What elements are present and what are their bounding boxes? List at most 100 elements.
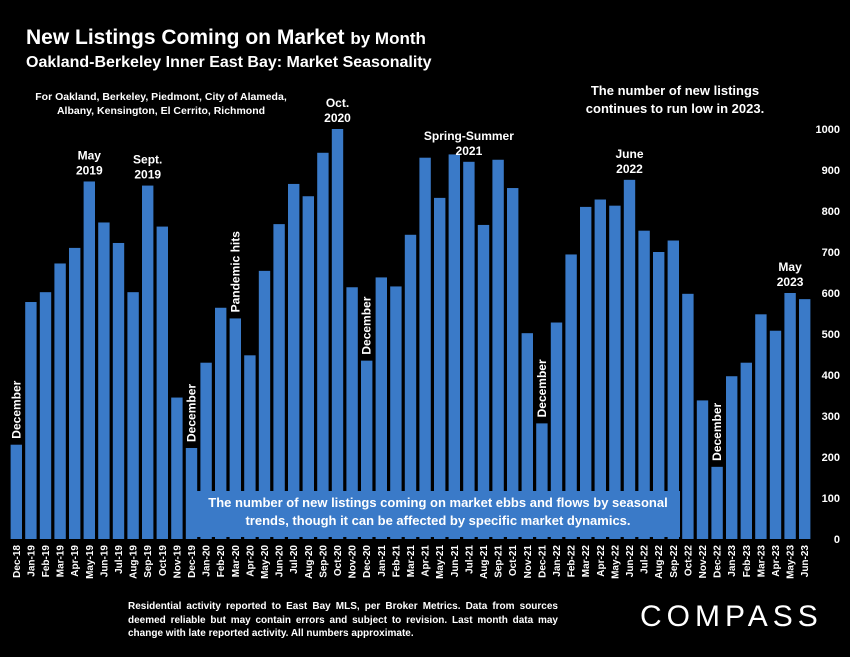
areas-note: For Oakland, Berkeley, Piedmont, City of… xyxy=(35,91,287,118)
x-tick-label: Jan-19 xyxy=(26,545,37,577)
x-tick-label: Apr-19 xyxy=(70,545,81,577)
bar xyxy=(726,376,738,539)
x-tick-label: Jun-22 xyxy=(625,545,636,578)
compass-logo: COMPASS xyxy=(640,600,823,633)
bar xyxy=(215,307,227,539)
x-tick-label: Apr-22 xyxy=(596,545,607,577)
bar-annotation: May 2023 xyxy=(777,260,804,289)
x-tick-label: Dec-21 xyxy=(537,545,548,578)
bar xyxy=(10,444,22,539)
bar xyxy=(755,314,767,539)
bar xyxy=(127,292,139,539)
bar xyxy=(434,197,446,539)
x-tick-label: Nov-20 xyxy=(348,545,359,579)
bar xyxy=(667,240,679,539)
x-tick-label: Nov-21 xyxy=(523,545,534,579)
bar xyxy=(288,183,300,539)
x-tick-label: Jan-23 xyxy=(727,545,738,577)
x-tick-label: Jul-22 xyxy=(640,545,651,574)
bar xyxy=(477,224,490,539)
bar xyxy=(580,206,592,539)
bar xyxy=(229,318,241,539)
y-tick-label: 200 xyxy=(822,452,840,464)
x-tick-label: Jul-20 xyxy=(289,545,300,574)
bar-annotation: December xyxy=(185,384,199,442)
bar xyxy=(740,362,752,539)
bar-annotation: June 2022 xyxy=(615,147,643,176)
x-tick-label: Jul-19 xyxy=(114,545,125,574)
x-tick-label: Mar-23 xyxy=(756,545,767,578)
bar xyxy=(69,247,81,539)
y-tick-label: 900 xyxy=(822,165,840,177)
x-tick-label: Feb-21 xyxy=(391,545,402,578)
bar xyxy=(711,466,723,539)
x-tick-label: Jul-21 xyxy=(464,545,475,574)
bar xyxy=(331,129,344,539)
x-tick-label: Jun-19 xyxy=(99,545,110,578)
x-tick-label: Feb-23 xyxy=(742,545,753,578)
bar xyxy=(171,397,183,539)
bar xyxy=(448,154,460,540)
x-tick-label: Jan-22 xyxy=(552,545,563,577)
x-tick-label: Sep-21 xyxy=(494,545,505,578)
y-tick-label: 300 xyxy=(822,411,840,423)
chart-title: New Listings Coming on Market by Month xyxy=(26,26,426,50)
bar xyxy=(696,400,709,539)
bar xyxy=(550,322,563,539)
bar-annotation: December xyxy=(9,380,23,438)
bar xyxy=(609,205,621,540)
chart-title-suffix: by Month xyxy=(350,29,426,48)
bar xyxy=(682,293,694,539)
bar xyxy=(390,286,402,539)
bar xyxy=(536,423,548,539)
x-tick-label: Apr-21 xyxy=(421,545,432,577)
bar xyxy=(244,355,256,539)
x-tick-label: Aug-22 xyxy=(654,545,665,579)
bar xyxy=(419,157,431,539)
y-tick-label: 400 xyxy=(822,370,840,382)
x-tick-label: Feb-22 xyxy=(567,545,578,578)
x-tick-label: Sep-20 xyxy=(318,545,329,578)
x-tick-label: May-19 xyxy=(85,545,96,579)
bar xyxy=(200,362,212,539)
bar xyxy=(185,447,198,539)
bar xyxy=(769,330,782,539)
bar-annotation: Oct. 2020 xyxy=(324,96,351,125)
callout-box: The number of new listings coming on mar… xyxy=(196,491,680,537)
bar xyxy=(361,360,373,539)
bar xyxy=(521,333,533,539)
y-tick-label: 700 xyxy=(822,247,840,259)
x-tick-label: Feb-19 xyxy=(41,545,52,578)
x-tick-label: Nov-22 xyxy=(698,545,709,579)
y-tick-label: 800 xyxy=(822,206,840,218)
bar xyxy=(653,252,665,539)
x-tick-label: Jun-20 xyxy=(275,545,286,578)
y-tick-label: 500 xyxy=(822,329,840,341)
x-tick-label: Feb-20 xyxy=(216,545,227,578)
x-tick-label: Apr-20 xyxy=(245,545,256,577)
x-tick-label: Aug-21 xyxy=(479,545,490,579)
x-tick-label: Aug-20 xyxy=(304,545,315,579)
x-tick-label: Mar-20 xyxy=(231,545,242,578)
x-tick-label: Mar-22 xyxy=(581,545,592,578)
bar-annotation: May 2019 xyxy=(76,148,103,177)
bar-annotation: December xyxy=(710,402,724,460)
bar xyxy=(594,199,606,539)
x-tick-label: Dec-19 xyxy=(187,545,198,578)
bar xyxy=(98,222,110,540)
bar xyxy=(463,161,475,540)
bar xyxy=(54,263,66,539)
x-tick-label: Oct-21 xyxy=(508,545,519,577)
bar xyxy=(784,293,796,539)
bar xyxy=(112,242,125,540)
x-tick-label: Mar-19 xyxy=(56,545,67,578)
bar xyxy=(799,299,811,539)
bar xyxy=(623,179,636,539)
x-tick-label: May-23 xyxy=(786,545,797,579)
x-tick-label: Oct-20 xyxy=(333,545,344,577)
chart-subtitle: Oakland-Berkeley Inner East Bay: Market … xyxy=(26,54,432,71)
bar-annotation: December xyxy=(535,359,549,417)
x-tick-label: Apr-23 xyxy=(771,545,782,577)
bar-annotation: Spring-Summer 2021 xyxy=(424,129,514,158)
